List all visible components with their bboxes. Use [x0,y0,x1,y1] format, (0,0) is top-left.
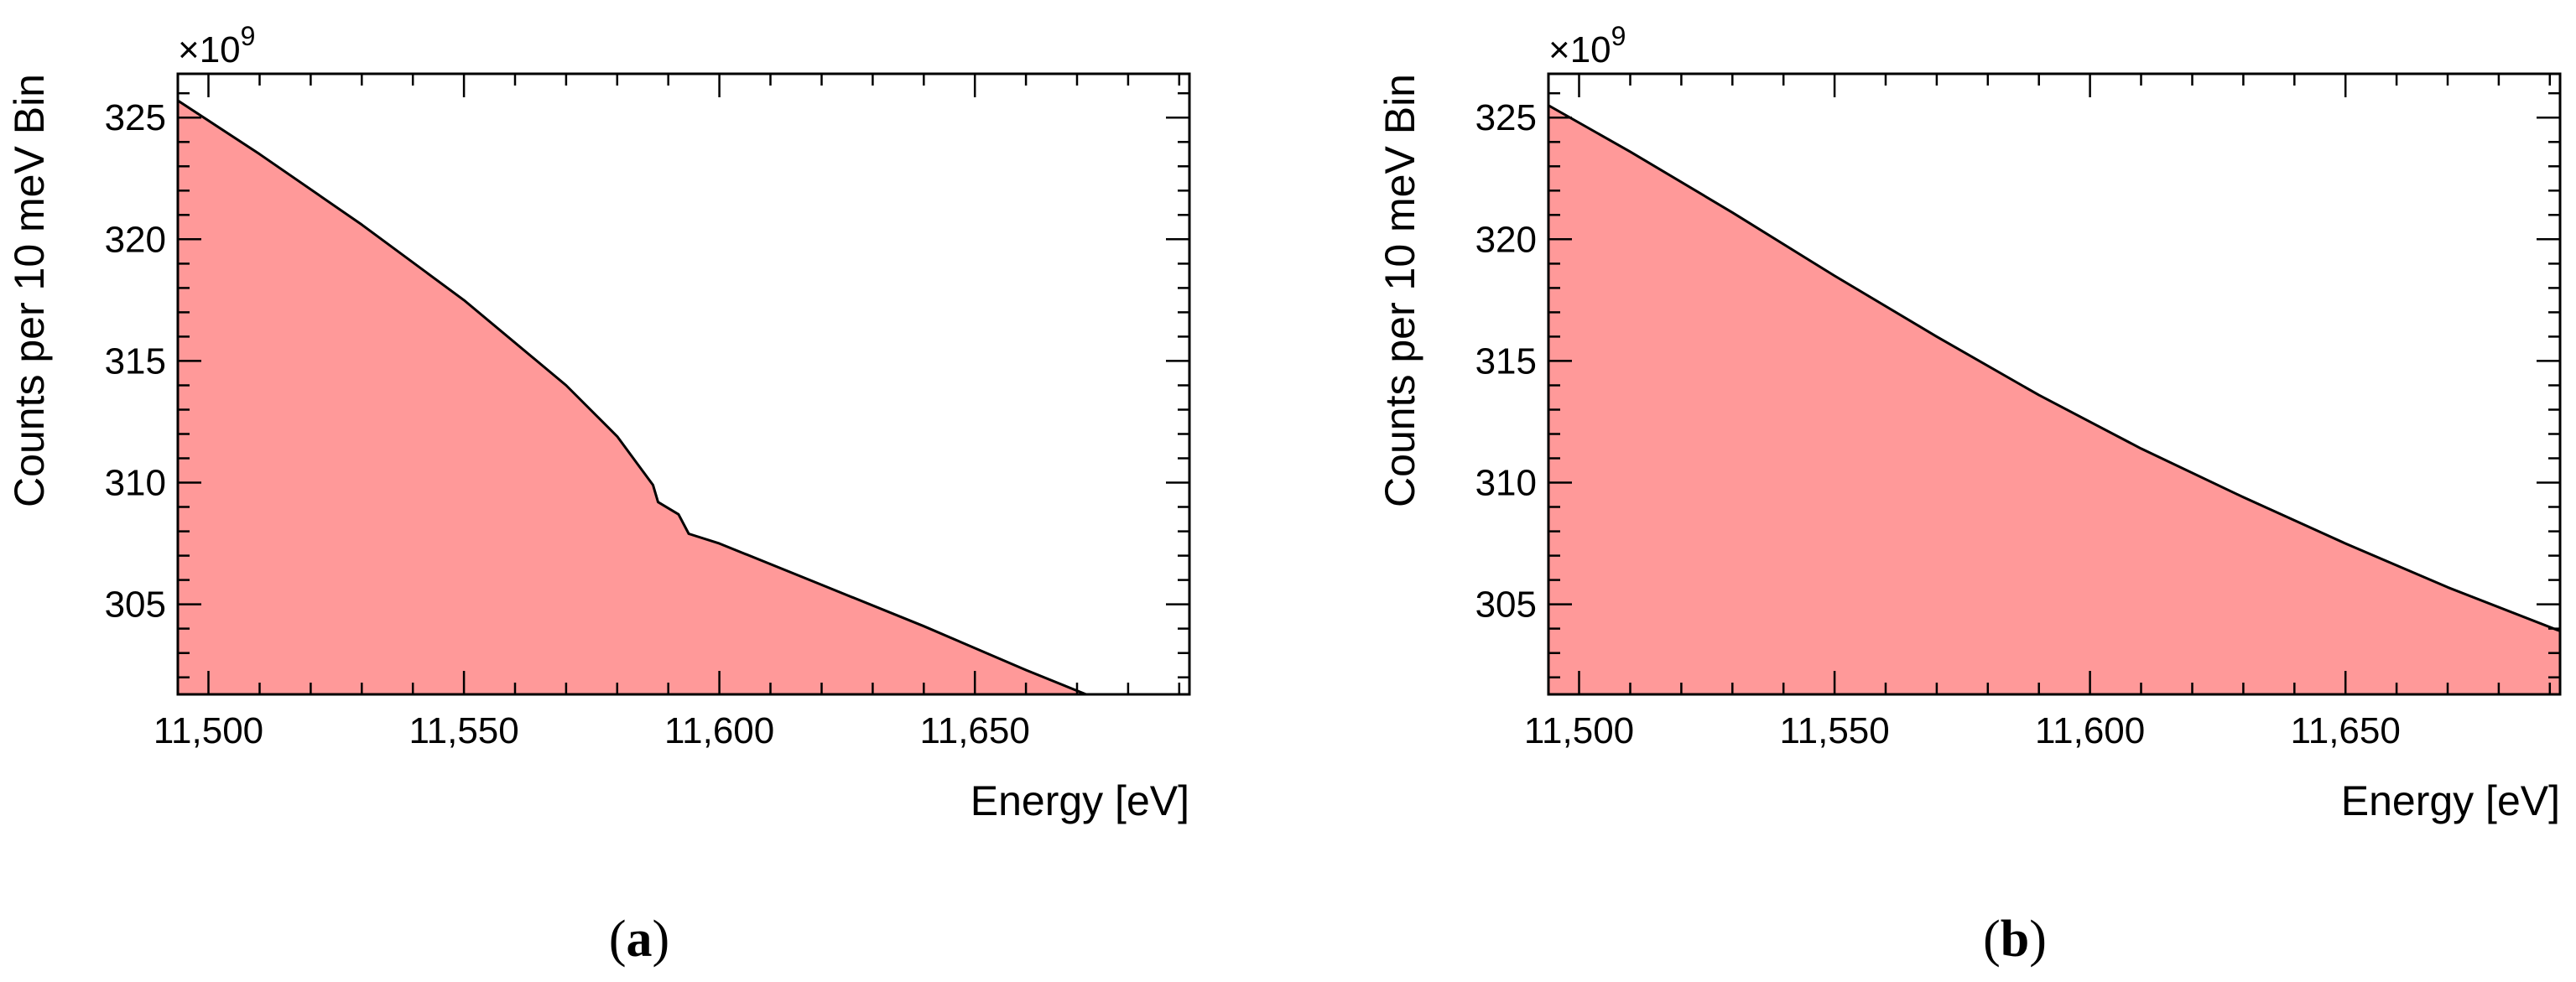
series-line [1548,104,2560,632]
x-tick-label: 11,550 [1779,710,1889,751]
y-exponent-label: ×109 [1548,21,1626,70]
y-tick-label: 320 [105,219,166,260]
series-line [178,99,1090,694]
x-tick-label: 11,550 [409,710,518,751]
x-tick-label: 11,500 [1524,710,1634,751]
y-tick-label: 325 [105,97,166,138]
y-tick-label: 315 [105,340,166,382]
chart-panel-b: 11,500 11,550 11,600 11,650305310315320325 … [1376,21,2562,968]
plot-frame [176,72,1191,696]
x-tick-label: 11,650 [920,710,1030,751]
plot-frame [1547,72,2562,696]
y-tick-label: 325 [1475,97,1537,138]
x-axis-title: Energy [eV] [971,777,1189,824]
panel-caption: (a) [609,911,669,968]
y-tick-label: 320 [1475,219,1537,260]
y-axis-title: Counts per 10 meV Bin [1376,74,1423,507]
y-tick-label: 310 [105,463,166,504]
x-tick-label: 11,600 [2035,710,2145,751]
y-tick-label: 310 [1475,463,1537,504]
series-area-fill [1548,105,2560,694]
x-tick-label: 11,650 [2291,710,2401,751]
x-tick-label: 11,500 [154,710,263,751]
x-axis-title: Energy [eV] [2341,777,2560,824]
series-area-fill [178,100,1189,694]
x-tick-label: 11,600 [664,710,774,751]
y-axis-title: Counts per 10 meV Bin [6,74,53,507]
panel-caption: (b) [1983,911,2047,968]
chart-panel-a: 11,500 11,550 11,600 11,650305310315320325 … [6,21,1191,968]
y-exponent-label: ×109 [178,21,255,70]
y-tick-label: 305 [105,585,166,626]
y-tick-label: 305 [1475,585,1537,626]
y-tick-label: 315 [1475,340,1537,382]
